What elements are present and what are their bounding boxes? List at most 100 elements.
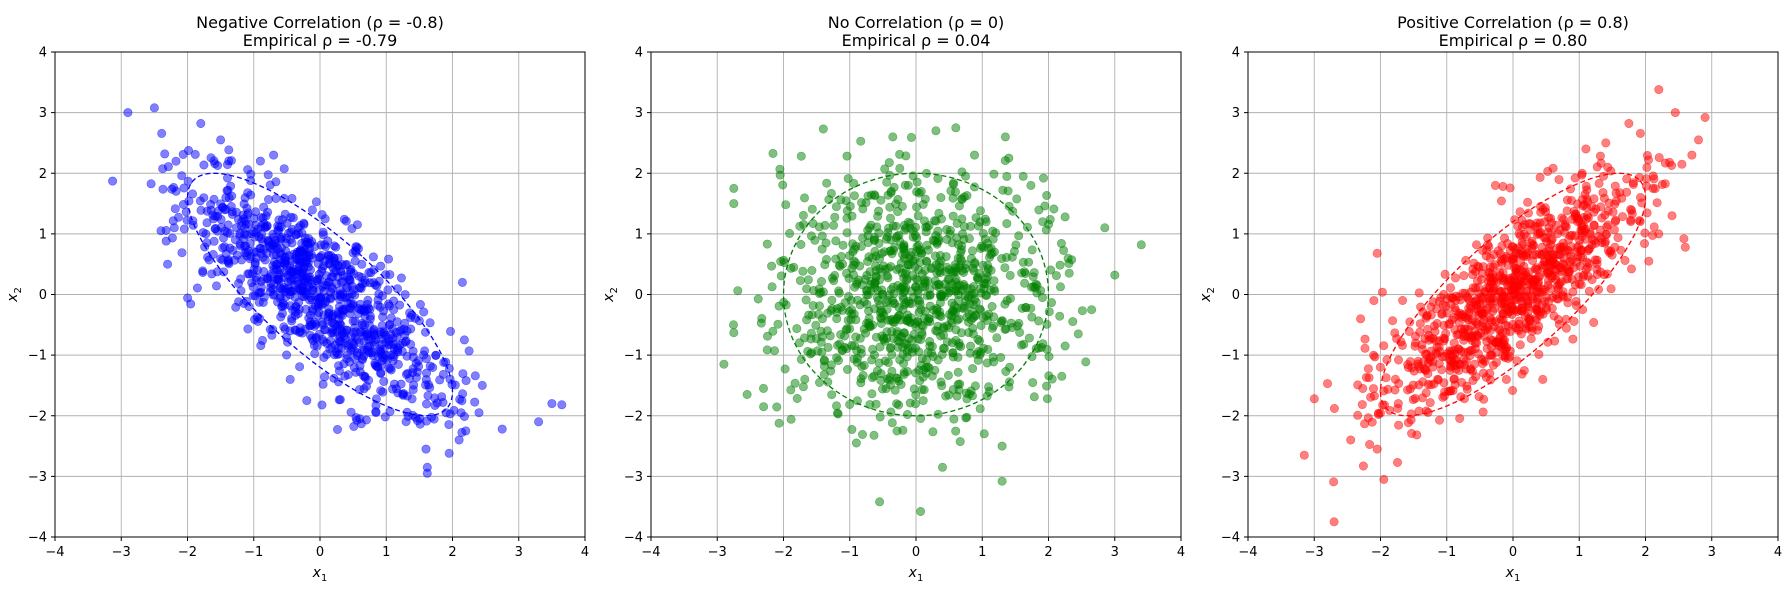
- scatter-point: [179, 183, 189, 193]
- scatter-point: [269, 150, 279, 160]
- scatter-point: [1414, 288, 1424, 298]
- scatter-point: [933, 279, 943, 289]
- scatter-point: [1029, 392, 1039, 402]
- scatter-point: [895, 149, 905, 159]
- scatter-point: [772, 402, 782, 412]
- scatter-point: [248, 291, 258, 301]
- scatter-point: [307, 295, 317, 305]
- scatter-point: [1375, 362, 1385, 372]
- scatter-point: [396, 273, 406, 283]
- scatter-point: [1535, 172, 1545, 182]
- scatter-point: [1068, 317, 1078, 327]
- scatter-point: [457, 277, 467, 287]
- x-tick-label: 1: [382, 545, 390, 560]
- x-axis-label: x1: [908, 565, 924, 584]
- scatter-point: [1447, 356, 1457, 366]
- scatter-point: [265, 287, 275, 297]
- scatter-point: [1536, 207, 1546, 217]
- scatter-point: [422, 462, 432, 472]
- scatter-point: [1501, 374, 1511, 384]
- scatter-point: [997, 316, 1007, 326]
- scatter-point: [902, 366, 912, 376]
- scatter-point: [1017, 303, 1027, 313]
- scatter-point: [1405, 317, 1415, 327]
- scatter-point: [906, 313, 916, 323]
- x-tick-label: −3: [1305, 545, 1324, 560]
- scatter-point: [375, 302, 385, 312]
- scatter-point: [1508, 242, 1518, 252]
- scatter-point: [1582, 203, 1592, 213]
- scatter-point: [882, 327, 892, 337]
- scatter-point: [178, 149, 188, 159]
- scatter-point: [1055, 311, 1065, 321]
- scatter-point: [389, 296, 399, 306]
- scatter-point: [842, 228, 852, 238]
- scatter-point: [982, 358, 992, 368]
- y-tick-label: 3: [635, 106, 643, 121]
- scatter-point: [1136, 240, 1146, 250]
- y-tick-label: 2: [1232, 167, 1240, 182]
- scatter-point: [1445, 365, 1455, 375]
- scatter-point: [286, 227, 296, 237]
- scatter-point: [947, 318, 957, 328]
- scatter-point: [1591, 204, 1601, 214]
- scatter-point: [290, 310, 300, 320]
- scatter-point: [978, 313, 988, 323]
- scatter-point: [283, 277, 293, 287]
- scatter-point: [311, 197, 321, 207]
- scatter-point: [557, 400, 567, 410]
- scatter-point: [349, 269, 359, 279]
- scatter-point: [1519, 271, 1529, 281]
- scatter-point: [1654, 153, 1664, 163]
- scatter-point: [1540, 217, 1550, 227]
- scatter-point: [346, 407, 356, 417]
- y-tick-label: 4: [1232, 46, 1240, 61]
- scatter-point: [831, 236, 841, 246]
- scatter-point: [1479, 394, 1489, 404]
- scatter-point: [1438, 352, 1448, 362]
- scatter-point: [829, 220, 839, 230]
- scatter-point: [1005, 270, 1015, 280]
- scatter-point: [762, 331, 772, 341]
- scatter-point: [1562, 195, 1572, 205]
- y-tick-label: −1: [28, 349, 47, 364]
- scatter-point: [956, 245, 966, 255]
- scatter-point: [352, 220, 362, 230]
- scatter-point: [902, 409, 912, 419]
- scatter-point: [1601, 138, 1611, 148]
- scatter-point: [277, 232, 287, 242]
- scatter-point: [906, 132, 916, 142]
- y-tick-label: −2: [28, 409, 47, 424]
- scatter-point: [309, 340, 319, 350]
- scatter-point: [1476, 306, 1486, 316]
- scatter-point: [324, 304, 334, 314]
- scatter-point: [1412, 430, 1422, 440]
- scatter-point: [1067, 255, 1077, 265]
- scatter-point: [1372, 248, 1382, 258]
- scatter-point: [301, 304, 311, 314]
- scatter-point: [785, 229, 795, 239]
- scatter-point: [1550, 271, 1560, 281]
- scatter-point: [211, 211, 221, 221]
- scatter-point: [873, 211, 883, 221]
- scatter-point: [1515, 340, 1525, 350]
- scatter-point: [1485, 296, 1495, 306]
- scatter-point: [1369, 350, 1379, 360]
- x-axis-label: x1: [312, 565, 328, 584]
- scatter-point: [807, 204, 817, 214]
- scatter-point: [1379, 341, 1389, 351]
- scatter-point: [163, 162, 173, 172]
- scatter-point: [1110, 270, 1120, 280]
- scatter-point: [1526, 238, 1536, 248]
- scatter-point: [843, 174, 853, 184]
- scatter-point: [796, 151, 806, 161]
- scatter-point: [470, 371, 480, 381]
- scatter-point: [1640, 228, 1650, 238]
- scatter-point: [834, 288, 844, 298]
- scatter-point: [1559, 215, 1569, 225]
- scatter-point: [1462, 384, 1472, 394]
- scatter-point: [271, 194, 281, 204]
- scatter-point: [177, 171, 187, 181]
- scatter-point: [1515, 207, 1525, 217]
- scatter-point: [1628, 178, 1638, 188]
